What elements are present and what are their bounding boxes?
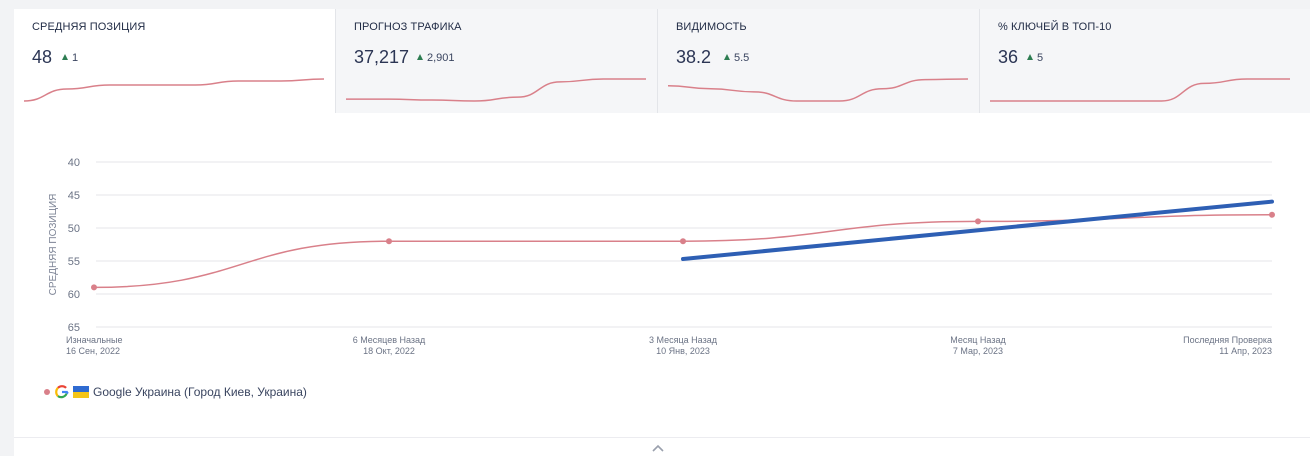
trend-line bbox=[681, 199, 1274, 262]
x-tick-label: Изначальные bbox=[66, 335, 122, 345]
google-icon bbox=[55, 385, 69, 399]
chart-legend[interactable]: Google Украина (Город Киев, Украина) bbox=[44, 383, 307, 401]
legend-marker bbox=[44, 389, 50, 395]
arrow-up-icon bbox=[417, 54, 423, 60]
sparkline-line bbox=[990, 78, 1290, 102]
kpi-visibility[interactable]: ВИДИМОСТЬ 38.2 5.5 bbox=[657, 9, 979, 113]
x-tick-label: 3 Месяца Назад bbox=[649, 335, 718, 345]
arrow-up-icon bbox=[724, 54, 730, 60]
x-tick-label: Месяц Назад bbox=[950, 335, 1006, 345]
x-tick-date: 16 Сен, 2022 bbox=[66, 346, 120, 356]
kpi-sparkline bbox=[990, 78, 1290, 102]
kpi-traffic-forecast[interactable]: ПРОГНОЗ ТРАФИКА 37,217 2,901 bbox=[335, 9, 657, 113]
kpi-title: ВИДИМОСТЬ bbox=[676, 21, 747, 33]
kpi-value: 48 bbox=[32, 47, 53, 67]
kpi-value: 37,217 bbox=[354, 47, 410, 67]
x-tick-date: 10 Янв, 2023 bbox=[656, 346, 710, 356]
data-point bbox=[386, 238, 392, 245]
kpi-delta: 1 bbox=[62, 52, 78, 64]
kpi-sparkline bbox=[346, 78, 646, 102]
sparkline-line bbox=[24, 78, 324, 102]
arrow-up-icon bbox=[62, 54, 68, 60]
kpi-row: СРЕДНЯЯ ПОЗИЦИЯ 48 1 ПРОГНОЗ ТРАФИКА 37,… bbox=[14, 9, 1310, 113]
y-tick-label: 45 bbox=[68, 190, 80, 202]
legend-label: Google Украина (Город Киев, Украина) bbox=[93, 385, 307, 399]
kpi-sparkline bbox=[668, 78, 968, 102]
data-point bbox=[680, 238, 686, 245]
kpi-average-position[interactable]: СРЕДНЯЯ ПОЗИЦИЯ 48 1 bbox=[14, 9, 335, 113]
kpi-delta-value: 2,901 bbox=[427, 52, 455, 64]
x-tick-date: 7 Мар, 2023 bbox=[953, 346, 1003, 356]
rankings-panel: СРЕДНЯЯ ПОЗИЦИЯ 48 1 ПРОГНОЗ ТРАФИКА 37,… bbox=[14, 9, 1310, 456]
kpi-value: 36 bbox=[998, 47, 1019, 67]
x-tick-date: 18 Окт, 2022 bbox=[363, 346, 415, 356]
kpi-delta-value: 5.5 bbox=[734, 52, 750, 64]
y-tick-label: 65 bbox=[68, 322, 80, 334]
kpi-value: 38.2 bbox=[676, 47, 712, 67]
y-tick-label: 55 bbox=[68, 256, 80, 268]
kpi-title: ПРОГНОЗ ТРАФИКА bbox=[354, 21, 462, 33]
kpi-top10-keywords[interactable]: % КЛЮЧЕЙ В ТОП-10 36 5 bbox=[979, 9, 1310, 113]
kpi-delta: 5.5 bbox=[724, 52, 749, 64]
kpi-title: % КЛЮЧЕЙ В ТОП-10 bbox=[998, 21, 1112, 33]
ukraine-flag-icon bbox=[73, 386, 89, 398]
sparkline-line bbox=[346, 78, 646, 102]
kpi-delta-value: 5 bbox=[1037, 52, 1044, 64]
kpi-sparkline bbox=[24, 78, 324, 102]
data-point bbox=[975, 218, 981, 225]
kpi-delta: 5 bbox=[1027, 52, 1043, 64]
chevron-up-icon[interactable] bbox=[651, 444, 665, 453]
kpi-delta: 2,901 bbox=[417, 52, 455, 64]
x-tick-label: Последняя Проверка bbox=[1183, 335, 1272, 345]
divider bbox=[14, 437, 1310, 438]
sparkline-line bbox=[668, 78, 968, 102]
x-tick-label: 6 Месяцев Назад bbox=[353, 335, 426, 345]
x-tick-date: 11 Апр, 2023 bbox=[1219, 346, 1272, 356]
position-chart: 40 45 50 55 60 65 СРЕДНЯЯ ПОЗИЦИЯ Изначальные16… bbox=[48, 157, 1275, 356]
y-axis-label: СРЕДНЯЯ ПОЗИЦИЯ bbox=[48, 194, 59, 296]
data-point bbox=[1269, 211, 1275, 218]
y-tick-label: 50 bbox=[68, 223, 80, 235]
kpi-title: СРЕДНЯЯ ПОЗИЦИЯ bbox=[32, 21, 146, 33]
kpi-delta-value: 1 bbox=[72, 52, 79, 64]
y-tick-label: 40 bbox=[68, 157, 80, 169]
data-point bbox=[91, 284, 97, 291]
series-line bbox=[93, 214, 1273, 289]
y-tick-label: 60 bbox=[68, 289, 80, 301]
arrow-up-icon bbox=[1027, 54, 1033, 60]
